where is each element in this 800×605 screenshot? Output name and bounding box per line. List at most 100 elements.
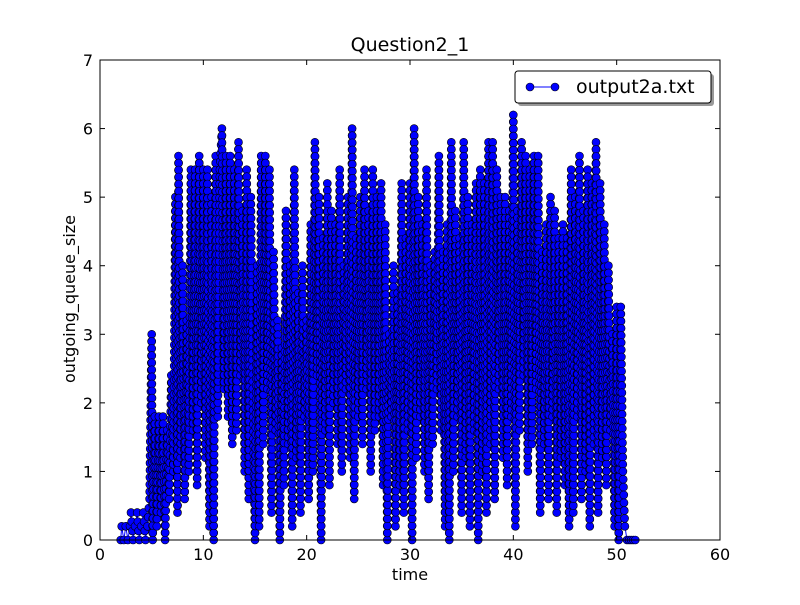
data-point	[265, 215, 275, 224]
data-point	[445, 485, 454, 495]
data-point	[381, 276, 390, 285]
data-point	[269, 297, 279, 307]
data-point	[298, 304, 308, 314]
data-point	[147, 351, 157, 360]
data-point	[337, 424, 347, 434]
data-point	[317, 472, 326, 482]
data-point	[288, 472, 297, 481]
data-point	[165, 487, 174, 496]
data-point	[147, 372, 157, 382]
data-point	[298, 290, 308, 299]
data-point	[348, 216, 357, 226]
data-point	[325, 424, 335, 434]
data-point	[424, 466, 434, 475]
data-point	[269, 247, 278, 257]
data-point	[158, 412, 168, 421]
data-point	[424, 494, 433, 504]
data-point	[209, 500, 219, 509]
data-point	[424, 473, 434, 483]
data-point	[304, 494, 314, 504]
data-point	[269, 269, 279, 278]
data-point	[147, 393, 157, 403]
data-point	[247, 235, 256, 244]
data-point	[173, 493, 182, 503]
data-point	[335, 221, 345, 231]
data-point	[337, 438, 347, 448]
data-point	[445, 514, 454, 524]
data-point	[347, 145, 357, 155]
data-point	[445, 507, 454, 516]
data-point	[424, 452, 434, 461]
data-point	[288, 486, 297, 495]
data-point	[269, 254, 279, 264]
data-point	[254, 507, 264, 517]
data-point	[382, 528, 392, 538]
data-point	[234, 166, 243, 175]
data-point	[164, 494, 174, 504]
data-point	[325, 466, 334, 476]
data-point	[376, 186, 386, 195]
data-point	[173, 501, 182, 510]
data-point	[209, 428, 219, 438]
data-point	[265, 208, 275, 217]
data-point	[350, 445, 359, 454]
data-point	[327, 206, 336, 216]
data-point	[209, 443, 219, 452]
data-point	[209, 464, 219, 474]
data-point	[203, 172, 212, 182]
data-point	[265, 222, 275, 232]
data-point	[275, 514, 285, 524]
data-point	[399, 508, 409, 517]
data-point	[383, 514, 392, 524]
data-point	[288, 464, 297, 474]
series-layer	[116, 110, 640, 545]
data-point	[269, 304, 279, 314]
data-point	[347, 131, 357, 140]
data-point	[338, 403, 347, 412]
data-point	[247, 249, 256, 259]
data-point	[260, 151, 270, 161]
data-point	[337, 431, 347, 441]
data-point	[296, 444, 306, 454]
data-point	[338, 410, 347, 420]
data-point	[408, 471, 417, 481]
data-point	[314, 207, 324, 216]
data-point	[350, 466, 359, 476]
data-point	[254, 486, 264, 496]
data-point	[234, 187, 244, 196]
data-point	[422, 242, 432, 251]
data-point	[348, 188, 357, 197]
data-point	[358, 432, 367, 442]
data-point	[246, 207, 256, 216]
data-point	[349, 480, 359, 490]
data-point	[152, 521, 162, 531]
data-point	[265, 194, 274, 203]
data-point	[275, 500, 285, 509]
data-point	[269, 276, 279, 285]
data-point	[399, 466, 409, 475]
data-point	[298, 297, 308, 306]
data-point	[413, 199, 423, 209]
data-point	[287, 507, 297, 517]
data-point	[210, 421, 219, 431]
data-point	[254, 500, 264, 510]
data-point	[269, 261, 279, 271]
data-point	[254, 514, 264, 524]
data-point	[288, 479, 297, 488]
data-point	[316, 514, 326, 524]
data-point	[209, 450, 219, 460]
data-point	[209, 528, 218, 538]
data-point	[281, 220, 291, 230]
data-point	[360, 165, 369, 174]
data-point	[147, 400, 157, 410]
data-point	[428, 411, 438, 420]
data-point	[296, 480, 306, 489]
data-point	[383, 464, 393, 474]
data-point	[310, 138, 320, 147]
data-point	[310, 166, 320, 175]
data-point	[348, 174, 357, 183]
data-point	[360, 172, 369, 182]
data-point	[366, 439, 376, 448]
data-point	[255, 450, 264, 460]
